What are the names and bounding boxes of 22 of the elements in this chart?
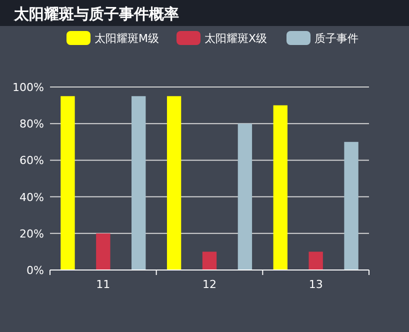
- y-tick-label: 20%: [20, 227, 44, 240]
- legend-label: 质子事件: [314, 32, 358, 45]
- bar: [273, 105, 288, 270]
- bar: [202, 252, 217, 270]
- x-tick-label: 13: [308, 278, 323, 291]
- y-tick-label: 80%: [20, 118, 44, 131]
- bar: [238, 124, 252, 270]
- x-tick-label: 12: [202, 278, 216, 291]
- bar: [166, 96, 182, 270]
- y-tick-label: 40%: [20, 190, 44, 204]
- y-tick-label: 0%: [26, 264, 44, 277]
- legend-label: 太阳耀斑X级: [204, 32, 268, 45]
- bar: [308, 252, 323, 270]
- bar: [60, 96, 75, 270]
- x-tick-label: 11: [96, 278, 110, 291]
- y-tick-label: 60%: [20, 154, 44, 168]
- y-tick-label: 100%: [12, 81, 44, 94]
- legend-label: 太阳耀斑M级: [94, 32, 159, 45]
- chart-title: 太阳耀斑与质子事件概率: [13, 5, 179, 23]
- bar: [96, 233, 110, 270]
- bar: [344, 142, 358, 270]
- bar: [132, 96, 146, 270]
